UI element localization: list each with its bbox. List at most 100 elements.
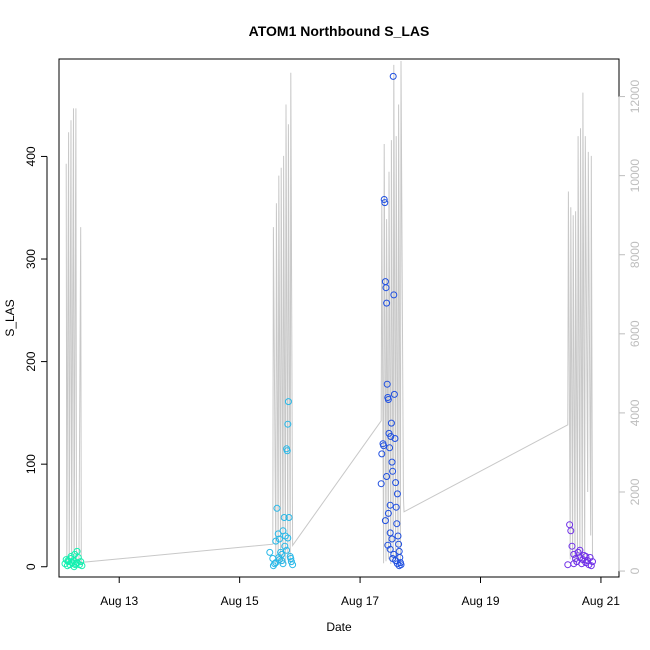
data-point	[568, 542, 576, 550]
data-point	[275, 556, 283, 564]
data-point	[381, 517, 389, 525]
gray-line-layer	[65, 60, 593, 568]
data-point	[387, 433, 395, 440]
right-tick-label: 0	[628, 567, 642, 574]
right-tick-label: 8000	[628, 241, 642, 268]
data-point	[389, 72, 397, 80]
data-point	[378, 450, 386, 458]
data-point	[279, 560, 287, 568]
data-point	[283, 447, 291, 455]
bottom-tick-label: Aug 19	[461, 594, 499, 608]
data-point	[383, 380, 391, 388]
left-tick-label: 100	[24, 454, 38, 474]
data-point	[64, 557, 72, 565]
left-tick-label: 0	[24, 563, 38, 570]
gray-line-series	[65, 60, 593, 568]
data-point	[578, 560, 586, 568]
data-point	[289, 561, 297, 569]
data-point	[582, 553, 590, 560]
data-point	[384, 396, 392, 403]
data-point	[283, 546, 291, 554]
data-point	[78, 562, 86, 570]
data-point	[281, 542, 289, 550]
bottom-axis: Aug 13 Aug 15 Aug 17 Aug 19 Aug 21	[100, 576, 620, 608]
data-point	[287, 555, 295, 562]
bottom-tick-label: Aug 17	[341, 594, 379, 608]
data-point	[386, 545, 394, 553]
right-tick-label: 4000	[628, 399, 642, 426]
data-point	[384, 509, 392, 517]
data-point	[393, 560, 401, 568]
data-point	[380, 196, 388, 203]
data-point	[73, 559, 81, 567]
data-point	[386, 529, 394, 537]
data-point	[383, 473, 391, 480]
data-point	[269, 562, 277, 570]
data-point	[71, 561, 79, 569]
data-point	[386, 444, 394, 452]
left-tick-label: 300	[24, 249, 38, 269]
data-point	[390, 390, 398, 398]
data-point	[272, 537, 280, 545]
data-point	[285, 514, 293, 521]
data-point	[383, 299, 391, 307]
data-point	[382, 284, 390, 292]
data-point	[391, 435, 399, 442]
data-point	[280, 514, 288, 521]
data-point	[387, 419, 395, 427]
point-series-2	[266, 398, 297, 570]
data-point	[576, 546, 584, 554]
bottom-tick-label: Aug 13	[100, 594, 138, 608]
data-point	[386, 501, 394, 509]
data-point	[388, 458, 396, 466]
chart-title: ATOM1 Northbound S_LAS	[249, 23, 430, 39]
data-point	[567, 527, 575, 535]
data-point	[395, 562, 403, 570]
data-point	[390, 291, 398, 299]
data-point	[392, 503, 400, 511]
point-series-1	[61, 547, 86, 571]
data-point	[392, 479, 400, 487]
bottom-tick-label: Aug 15	[221, 594, 259, 608]
right-tick-label: 6000	[628, 320, 642, 347]
data-point	[570, 560, 578, 568]
left-axis: 0 100 200 300 400	[24, 146, 48, 570]
data-point	[284, 534, 292, 542]
data-point	[393, 490, 401, 498]
data-point	[287, 558, 295, 566]
y-axis-label: S_LAS	[3, 299, 17, 336]
data-point	[395, 540, 403, 548]
data-point	[570, 550, 578, 558]
data-point	[273, 504, 281, 512]
data-point	[564, 561, 572, 569]
data-point	[275, 535, 283, 543]
point-series-4	[564, 521, 596, 570]
data-point	[77, 558, 85, 566]
left-tick-label: 400	[24, 146, 38, 166]
data-point	[266, 548, 274, 556]
plot-frame	[58, 58, 620, 578]
right-tick-label: 12000	[628, 80, 642, 114]
data-point	[389, 467, 397, 475]
data-point	[589, 558, 596, 566]
right-axis: 0 2000 4000 6000 8000 10000 12000	[618, 80, 642, 574]
data-point	[380, 442, 388, 450]
data-point	[377, 480, 385, 488]
data-point	[284, 420, 292, 428]
data-point	[390, 550, 398, 558]
points-layer	[61, 72, 596, 571]
bottom-tick-label: Aug 21	[582, 594, 620, 608]
left-tick-label: 200	[24, 351, 38, 371]
data-point	[381, 199, 389, 207]
data-point	[274, 530, 282, 538]
data-point	[381, 278, 389, 286]
x-axis-label: Date	[326, 620, 352, 634]
right-tick-label: 10000	[628, 159, 642, 193]
data-point	[587, 562, 595, 570]
data-point	[393, 520, 401, 528]
point-series-3	[377, 72, 405, 570]
right-tick-label: 2000	[628, 478, 642, 505]
data-point	[388, 535, 396, 543]
data-point	[389, 555, 397, 562]
